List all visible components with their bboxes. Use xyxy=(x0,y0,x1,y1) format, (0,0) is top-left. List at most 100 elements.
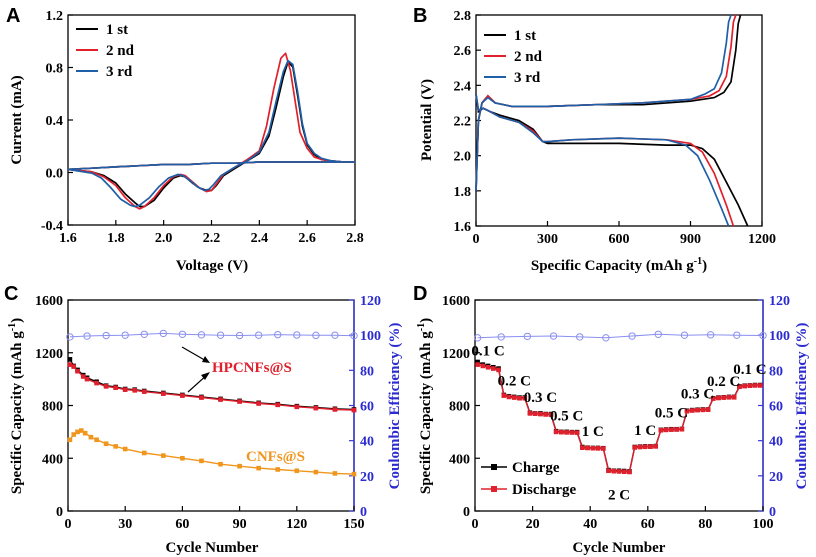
capacity-marker xyxy=(122,446,128,452)
capacity-marker xyxy=(294,468,300,474)
capacity-marker xyxy=(559,429,564,435)
pd-x-tick-label: 60 xyxy=(641,517,655,532)
pc-y-tick-label: 400 xyxy=(42,452,63,467)
capacity-marker xyxy=(737,384,742,390)
pb-y-tick-label: 2.2 xyxy=(454,115,472,130)
pd-y-tick-label: 0 xyxy=(463,505,470,520)
efficiency-marker xyxy=(159,329,168,338)
pc-y2-tick-label: 40 xyxy=(360,435,374,450)
panel-b-y-label: Potential (V) xyxy=(419,79,435,161)
pc-y2-tick-label: 80 xyxy=(360,364,374,379)
panel-b-x-label-end: ) xyxy=(702,258,707,274)
pb-x-tick-label: 900 xyxy=(680,232,701,247)
series-line xyxy=(477,333,764,339)
capacity-marker xyxy=(275,402,281,408)
capacity-marker xyxy=(122,387,128,392)
panel-d-frame xyxy=(474,299,764,512)
panel-d-y2-label: Coulombic Efficiency (%) xyxy=(794,323,810,490)
pc-x-tick-label: 60 xyxy=(175,517,189,532)
pa-x-tick-label: 2.0 xyxy=(155,231,173,246)
legend-label: 1 st xyxy=(514,28,536,44)
pc-y-tick-label: 1200 xyxy=(35,347,63,362)
capacity-marker xyxy=(199,395,204,400)
capacity-marker xyxy=(161,391,166,396)
capacity-marker xyxy=(351,407,357,413)
capacity-marker xyxy=(632,445,638,450)
cv-cycle-line xyxy=(67,59,356,208)
panel-a-legend: 1 st 2 nd 3 rd xyxy=(76,22,135,80)
panel-c-x-label: Cycle Number xyxy=(166,540,259,556)
capacity-marker xyxy=(658,427,664,433)
panel-c-annotation-cnfs: CNFs@S xyxy=(246,449,305,465)
legend-label: 1 st xyxy=(106,22,128,38)
pd-y2-tick-label: 120 xyxy=(769,294,790,309)
capacity-marker xyxy=(475,359,480,365)
efficiency-marker xyxy=(102,331,110,340)
capacity-marker xyxy=(496,367,501,373)
capacity-marker xyxy=(752,383,758,388)
capacity-marker xyxy=(758,383,763,388)
panel-c-x-ticks: 0 30 60 90 120 150 xyxy=(65,506,365,532)
pd-y-tick-label: 1200 xyxy=(442,347,470,362)
capacity-marker xyxy=(716,395,721,401)
capacity-marker xyxy=(585,445,590,451)
pc-y2-tick-label: 0 xyxy=(360,505,367,520)
legend-label: 2 nd xyxy=(106,43,135,59)
capacity-marker xyxy=(747,383,753,389)
panel-d-legend: Charge Discharge xyxy=(481,460,576,498)
capacity-marker xyxy=(67,437,73,443)
capacity-marker xyxy=(491,366,496,371)
pc-y2-tick-label: 20 xyxy=(360,470,374,485)
panel-c-frame xyxy=(67,299,355,512)
panel-d: D 0 20 40 60 80 100 0 400 800 1200 1600 0 20 40 60 80… xyxy=(413,283,810,556)
capacity-marker xyxy=(710,396,716,401)
capacity-marker xyxy=(113,385,118,390)
panel-c-annotation-hpcnfs: HPCNFs@S xyxy=(212,360,292,376)
panel-a: A 1.6 1.8 2.0 2.2 2.4 2.6 2.8 -0.4 0.0 0.4 0.8 1.2… xyxy=(6,5,364,274)
capacity-marker xyxy=(564,430,569,435)
capacity-marker xyxy=(94,380,99,386)
series-line xyxy=(69,332,355,338)
capacity-marker xyxy=(501,393,507,398)
rate-label: 1 C xyxy=(582,424,604,440)
panel-d-y-ticks: 0 400 800 1200 1600 xyxy=(442,294,480,520)
capacity-marker xyxy=(705,407,711,413)
pc-y2-tick-label: 120 xyxy=(360,294,381,309)
capacity-marker xyxy=(679,426,685,432)
efficiency-marker xyxy=(235,331,244,340)
capacity-marker xyxy=(141,389,147,394)
pc-x-tick-label: 120 xyxy=(286,517,307,532)
pa-x-tick-label: 2.8 xyxy=(346,231,364,246)
panel-c-y-label: Specific Capacity (mAh g-1) xyxy=(7,318,25,494)
capacity-marker xyxy=(141,450,147,456)
pb-y-tick-label: 2.0 xyxy=(454,150,472,165)
efficiency-marker xyxy=(523,332,532,341)
capacity-marker xyxy=(275,467,281,472)
panel-b-x-label: Specific Capacity (mAh g-1) xyxy=(531,256,707,274)
panel-a-y-ticks: -0.4 0.0 0.4 0.8 1.2 xyxy=(41,9,73,234)
legend-label: 3 rd xyxy=(106,64,133,80)
capacity-marker xyxy=(637,444,643,450)
legend-label: 2 nd xyxy=(514,49,543,65)
efficiency-marker xyxy=(549,332,558,340)
capacity-marker xyxy=(700,407,706,413)
capacity-marker xyxy=(161,453,166,458)
panel-a-x-label: Voltage (V) xyxy=(176,258,248,274)
capacity-marker xyxy=(103,384,109,389)
pd-y2-tick-label: 0 xyxy=(769,505,776,520)
pd-y-tick-label: 1600 xyxy=(442,294,470,309)
pc-x-tick-label: 150 xyxy=(344,517,365,532)
pd-x-tick-label: 0 xyxy=(472,517,479,532)
series-line xyxy=(69,429,355,475)
panel-d-x-label: Cycle Number xyxy=(573,540,666,556)
efficiency-marker xyxy=(576,333,584,341)
panel-b-letter: B xyxy=(413,5,427,27)
panel-a-series xyxy=(67,52,356,210)
efficiency-marker xyxy=(66,333,74,341)
capacity-marker xyxy=(180,393,185,398)
pc-y-tick-label: 0 xyxy=(56,505,63,520)
capacity-marker xyxy=(475,362,480,367)
capacity-marker xyxy=(480,363,486,369)
pc-y2-tick-label: 60 xyxy=(360,400,374,415)
